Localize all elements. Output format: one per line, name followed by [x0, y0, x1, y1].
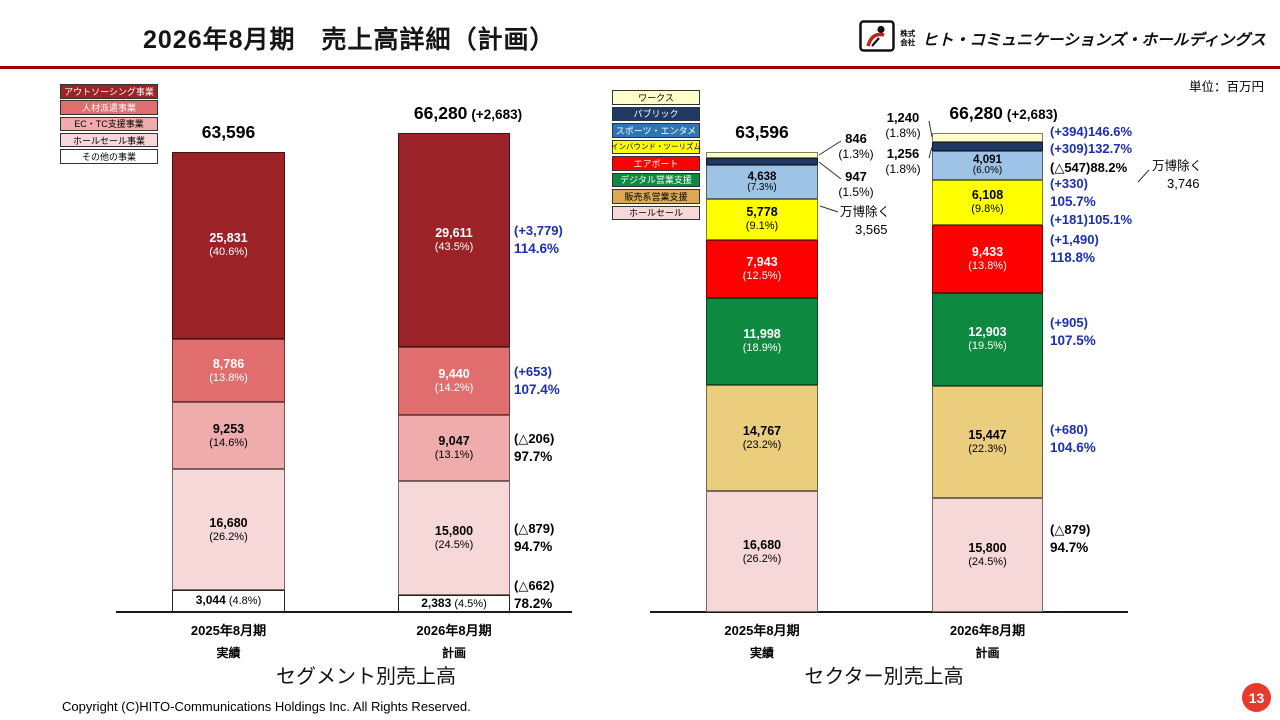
legend-item-0-2: EC・TC支援事業 [60, 116, 158, 132]
bar-segment: 16,680 (26.2%) [706, 491, 818, 612]
note-line2: 3,746 [1167, 175, 1200, 191]
change-annotation: (+3,779) 114.6% [514, 222, 563, 256]
bar-segment: 25,831 (40.6%) [172, 152, 285, 339]
right-chart-title: セクター別売上高 [804, 666, 964, 688]
bar-segment [706, 152, 818, 159]
bar-segment: 15,800 (24.5%) [932, 497, 1043, 612]
company-logo-icon [859, 20, 896, 52]
axis-label: 2026年8月期 計画 [416, 623, 492, 660]
bar-segment: 2,383 (4.5%) [398, 594, 510, 612]
bar-segment: 15,447 (22.3%) [932, 386, 1043, 498]
callout-value: 1,240 [886, 110, 920, 125]
callout-works-actual: 846 (1.3%) [826, 131, 886, 162]
change-annotation: (+653) 107.4% [514, 363, 560, 397]
company-prefix: 株式会社 [900, 29, 916, 47]
bar-segment: 11,998 (18.9%) [706, 297, 818, 385]
bar-segment: 9,253 (14.6%) [172, 402, 285, 470]
company-name: ヒト・コミュニケーションズ・ホールディングス [922, 32, 1266, 49]
change-annotation: (△662) 78.2% [514, 577, 555, 611]
bar-segment [706, 158, 818, 166]
callout-public-actual: 947 (1.5%) [826, 169, 886, 200]
change-annotation: (+680) 104.6% [1050, 422, 1096, 455]
legend-item-1-4: エアポート [612, 156, 700, 171]
callout-works-plan: 1,240 (1.8%) [877, 110, 929, 141]
bar-total-label: 66,280 (+2,683) [413, 102, 523, 123]
callout-pct: (1.3%) [838, 146, 874, 161]
legend-item-1-1: パブリック [612, 106, 700, 121]
callout-value: 1,256 [886, 146, 920, 161]
callout-pct: (1.5%) [838, 184, 874, 199]
axis-label: 2026年8月期 計画 [949, 623, 1026, 660]
bar-segment: 15,800 (24.5%) [398, 480, 510, 595]
bar-segment: 6,108 (9.8%) [932, 180, 1043, 225]
expo-adjusted-ratio: (+181)105.1% [1050, 212, 1133, 227]
bar-segment: 4,638 (7.3%) [706, 165, 818, 199]
bar-segment: 9,440 (14.2%) [398, 346, 510, 416]
header-rule [0, 66, 1280, 69]
bar-segment: 5,778 (9.1%) [706, 198, 818, 241]
page-title: 2026年8月期 売上高詳細（計画） [143, 26, 556, 54]
callout-public-plan: 1,256 (1.8%) [877, 146, 929, 177]
bar-segment: 9,433 (13.8%) [932, 224, 1043, 293]
bar-segment [932, 141, 1043, 151]
bar-total-label: 63,596 [201, 122, 256, 143]
page-number-badge: 13 [1242, 683, 1271, 712]
legend-item-1-3: インバウンド・ツーリズム [611, 139, 701, 154]
bar-segment: 16,680 (26.2%) [172, 469, 285, 590]
bar-segment: 14,767 (23.2%) [706, 384, 818, 492]
change-annotation: (+309)132.7% [1050, 141, 1133, 156]
bar-total-label: 66,280 (+2,683) [949, 102, 1058, 123]
unit-label: 単位：百万円 [1188, 80, 1264, 94]
legend-item-1-5: デジタル営業支援 [612, 172, 700, 187]
legend-item-0-1: 人材派遣事業 [60, 100, 158, 115]
bar-segment: 3,044 (4.8%) [172, 589, 285, 612]
axis-label: 2025年8月期 実績 [724, 623, 800, 660]
legend-item-1-2: スポーツ・エンタメ [612, 123, 700, 138]
note-expo-excluded-actual: 万博除く 3,565 [840, 204, 890, 238]
copyright: Copyright (C)HITO-Communications Holding… [62, 699, 471, 714]
change-annotation: (+394)146.6% [1050, 124, 1133, 139]
callout-value: 947 [845, 169, 867, 184]
bar-segment [932, 132, 1043, 142]
left-chart-title: セグメント別売上高 [276, 666, 456, 688]
legend-item-0-0: アウトソーシング事業 [60, 84, 158, 99]
legend-item-1-0: ワークス [612, 90, 700, 105]
legend-item-1-7: ホールセール [612, 205, 700, 220]
bar-segment: 4,091 (6.0%) [932, 150, 1043, 181]
change-annotation: (+905) 107.5% [1050, 315, 1096, 348]
change-annotation: (+330) 105.7% [1050, 176, 1096, 209]
note-line2: 3,565 [855, 221, 888, 237]
axis-label: 2025年8月期 実績 [190, 623, 267, 660]
legend-item-0-4: その他の事業 [60, 149, 158, 164]
callout-value: 846 [845, 131, 867, 146]
bar-segment: 29,611 (43.5%) [398, 132, 510, 347]
note-line1: 万博除く [1152, 159, 1203, 173]
change-annotation: (△879) 94.7% [1050, 522, 1091, 555]
callout-pct: (1.8%) [885, 161, 921, 176]
change-annotation: (+1,490) 118.8% [1050, 232, 1099, 265]
company-logo: 株式会社 ヒト・コミュニケーションズ・ホールディングス [859, 20, 1266, 58]
bar-total-label: 63,596 [735, 122, 789, 143]
legend-item-0-3: ホールセール事業 [60, 132, 158, 148]
callout-pct: (1.8%) [885, 125, 921, 140]
change-annotation: (△879) 94.7% [514, 520, 555, 554]
left-chart-baseline [116, 611, 572, 613]
bar-segment: 9,047 (13.1%) [398, 415, 510, 481]
legend-item-1-6: 販売系営業支援 [612, 189, 700, 204]
note-expo-excluded-plan: 万博除く 3,746 [1152, 158, 1202, 192]
bar-segment: 8,786 (13.8%) [172, 338, 285, 403]
right-chart-baseline [650, 611, 1128, 613]
note-line1: 万博除く [840, 205, 891, 219]
change-annotation: (△206) 97.7% [514, 430, 555, 464]
bar-segment: 12,903 (19.5%) [932, 292, 1043, 387]
bar-segment: 7,943 (12.5%) [706, 240, 818, 298]
change-annotation: (△547)88.2% [1050, 160, 1128, 175]
